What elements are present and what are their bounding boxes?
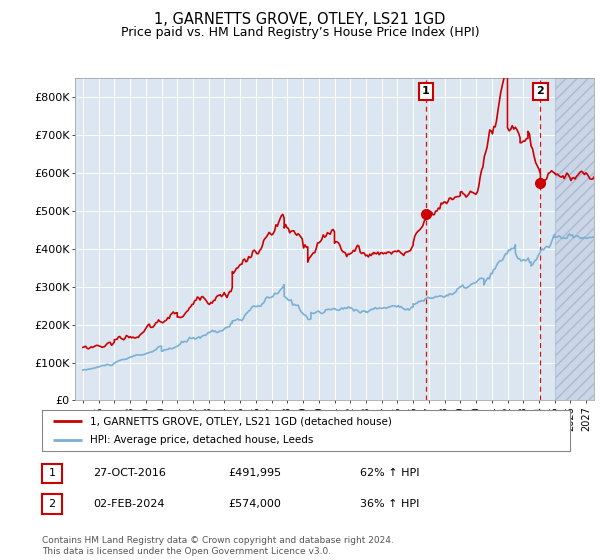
Text: 1: 1 <box>49 468 55 478</box>
Text: 27-OCT-2016: 27-OCT-2016 <box>93 468 166 478</box>
Text: 1: 1 <box>422 86 430 96</box>
Text: 02-FEB-2024: 02-FEB-2024 <box>93 499 164 509</box>
Text: 62% ↑ HPI: 62% ↑ HPI <box>360 468 419 478</box>
Text: Contains HM Land Registry data © Crown copyright and database right 2024.
This d: Contains HM Land Registry data © Crown c… <box>42 536 394 556</box>
Text: £491,995: £491,995 <box>228 468 281 478</box>
Text: 1, GARNETTS GROVE, OTLEY, LS21 1GD (detached house): 1, GARNETTS GROVE, OTLEY, LS21 1GD (deta… <box>89 417 391 426</box>
Text: 2: 2 <box>536 86 544 96</box>
Text: 36% ↑ HPI: 36% ↑ HPI <box>360 499 419 509</box>
Text: Price paid vs. HM Land Registry’s House Price Index (HPI): Price paid vs. HM Land Registry’s House … <box>121 26 479 39</box>
Bar <box>554 78 594 400</box>
Text: £574,000: £574,000 <box>228 499 281 509</box>
Text: HPI: Average price, detached house, Leeds: HPI: Average price, detached house, Leed… <box>89 435 313 445</box>
Text: 2: 2 <box>49 499 55 509</box>
Bar <box>554 78 594 400</box>
Text: 1, GARNETTS GROVE, OTLEY, LS21 1GD: 1, GARNETTS GROVE, OTLEY, LS21 1GD <box>154 12 446 27</box>
